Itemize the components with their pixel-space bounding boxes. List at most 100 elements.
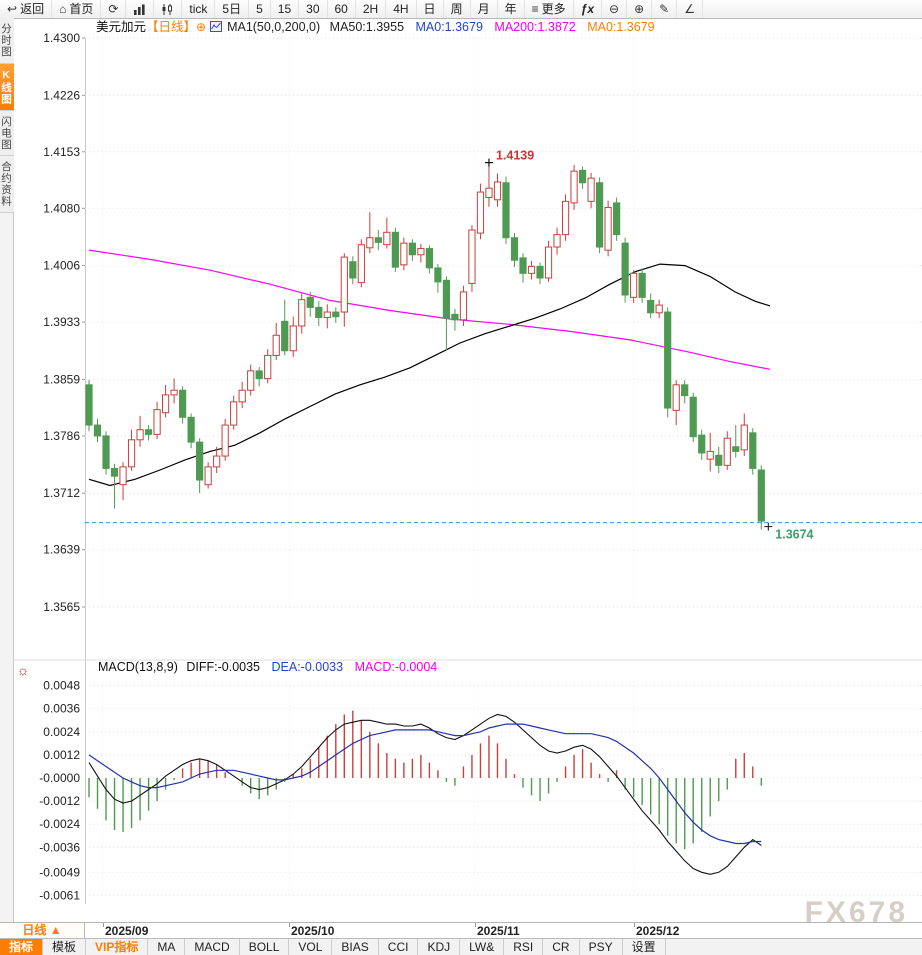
candle-42 (442, 276, 451, 350)
candle-71 (689, 392, 697, 443)
macd-tick--0.0061: -0.0061 (39, 888, 80, 902)
candle-29 (332, 307, 340, 323)
candle-58 (578, 166, 587, 189)
price-tick-1.4226: 1.4226 (43, 88, 80, 102)
indicator-tab-LW&[interactable]: LW& (460, 939, 505, 955)
candle-36 (391, 227, 399, 272)
macd-settings-label: MACD(13,8,9) (98, 660, 178, 674)
toolbar-首页-button[interactable]: ⌂ 首页 (52, 0, 102, 18)
toolbar-更多-button[interactable]: ≡ 更多 (525, 0, 574, 18)
toolbar-angle-icon[interactable]: ∠ (677, 0, 703, 18)
ma0-orange-value: MA0:1.3679 (587, 20, 655, 34)
sidebar-tab-K线图[interactable]: K线图 (0, 63, 14, 111)
candle-65 (638, 268, 646, 303)
toolbar-pencil-icon[interactable]: ✎ (652, 0, 678, 18)
toolbar-bar-chart-icon[interactable] (126, 0, 155, 18)
candle-49 (502, 176, 510, 244)
period-badge[interactable]: 【日线】 (146, 20, 197, 34)
home-icon: ⌂ (59, 1, 67, 16)
angle-icon: ∠ (684, 1, 695, 16)
sidebar-tab-分时图[interactable]: 分时图 (0, 18, 14, 64)
indicator-tab-VOL[interactable]: VOL (289, 939, 333, 955)
toolbar-日-button[interactable]: 日 (417, 0, 444, 18)
indicator-tab-指标[interactable]: 指标 (0, 939, 44, 955)
indicator-tab-CCI[interactable]: CCI (379, 939, 419, 955)
toolbar-年-button[interactable]: 年 (498, 0, 525, 18)
candle-78 (749, 428, 757, 475)
price-tick-1.3565: 1.3565 (43, 600, 80, 614)
candle-46 (476, 183, 485, 240)
macd-tick-0.0012: 0.0012 (43, 748, 80, 762)
indicator-tab-VIP指标[interactable]: VIP指标 (86, 939, 149, 955)
indicator-tab-设置[interactable]: 设置 (623, 939, 666, 955)
candle-66 (647, 293, 655, 319)
toolbar-candlestick-icon[interactable] (154, 0, 183, 18)
diff-value: DIFF:-0.0035 (186, 660, 261, 674)
candle-27 (315, 301, 323, 326)
candle-11 (179, 386, 187, 424)
zoom-out-icon: ⊖ (609, 1, 620, 16)
candle-30 (340, 253, 348, 327)
candle-56 (561, 194, 570, 241)
toolbar-30-button[interactable]: 30 (299, 0, 328, 18)
candle-79 (757, 465, 765, 530)
candle-34 (374, 229, 382, 251)
add-indicator-icon[interactable]: ⊕ (196, 20, 207, 34)
toolbar-zoom-out-icon[interactable]: ⊖ (602, 0, 628, 18)
candle-23 (281, 299, 289, 356)
zoom-in-icon: ⊕ (634, 1, 645, 16)
toolbar-月-button[interactable]: 月 (471, 0, 498, 18)
indicator-settings-icon[interactable]: ☼ (16, 662, 30, 678)
indicator-tab-模板[interactable]: 模板 (43, 939, 87, 955)
sidebar-tab-合约资料[interactable]: 合约资料 (0, 156, 14, 213)
macd-tick--0.0036: -0.0036 (39, 840, 80, 854)
period-selector[interactable]: 日线 ▲ (0, 923, 85, 939)
x-axis-label-2025/09: 2025/09 (102, 923, 149, 938)
indicator-tab-KDJ[interactable]: KDJ (418, 939, 461, 955)
indicator-tab-CR[interactable]: CR (543, 939, 580, 955)
candle-62 (613, 197, 621, 241)
refresh-icon: ⟳ (108, 1, 119, 16)
indicator-tab-PSY[interactable]: PSY (580, 939, 623, 955)
chart-type-sidebar: 分时图 K线图 闪电图 合约资料 (0, 18, 14, 922)
indicator-tab-MA[interactable]: MA (148, 939, 186, 955)
indicator-tab-BIAS[interactable]: BIAS (332, 939, 379, 955)
indicator-tab-RSI[interactable]: RSI (504, 939, 544, 955)
candle-72 (698, 429, 706, 460)
candle-4 (119, 462, 127, 501)
symbol-name: 美元加元 (96, 20, 147, 34)
price-tick-1.4006: 1.4006 (43, 259, 80, 273)
toolbar-4H-button[interactable]: 4H (386, 0, 417, 18)
toolbar-2H-button[interactable]: 2H (356, 0, 387, 18)
toolbar-15-button[interactable]: 15 (271, 0, 300, 18)
sidebar-tab-闪电图[interactable]: 闪电图 (0, 110, 14, 156)
candle-43 (451, 308, 459, 331)
indicator-tab-BOLL[interactable]: BOLL (240, 939, 290, 955)
ma0-blue-value: MA0:1.3679 (415, 20, 483, 34)
candle-37 (400, 237, 408, 271)
x-axis-label-2025/12: 2025/12 (633, 923, 680, 938)
candle-48 (493, 173, 502, 207)
toolbar-zoom-in-icon[interactable]: ⊕ (627, 0, 653, 18)
mini-chart-icon (209, 21, 222, 32)
candle-60 (596, 177, 604, 254)
candle-64 (630, 270, 638, 303)
main-chart[interactable]: 1.4300 1.4226 1.4153 1.4080 1.4006 1.3933 1.38… (14, 18, 922, 922)
candle-40 (425, 245, 433, 274)
candle-45 (468, 225, 476, 292)
back-arrow-icon: ↩ (7, 1, 18, 16)
candle-31 (349, 256, 357, 285)
toolbar-60-button[interactable]: 60 (328, 0, 356, 18)
toolbar-tick-button[interactable]: tick (182, 0, 216, 18)
toolbar-返回-button[interactable]: ↩ 返回 (0, 0, 53, 18)
toolbar-ƒx-button[interactable]: ƒx (574, 0, 602, 18)
toolbar-周-button[interactable]: 周 (444, 0, 471, 18)
candle-63 (621, 237, 629, 303)
toolbar-5日-button[interactable]: 5日 (215, 0, 250, 18)
candle-39 (417, 243, 425, 263)
price-tick-1.3859: 1.3859 (43, 372, 80, 386)
indicator-tab-MACD[interactable]: MACD (185, 939, 240, 955)
candle-61 (604, 200, 612, 257)
toolbar-refresh-icon[interactable]: ⟳ (101, 0, 127, 18)
toolbar-5-button[interactable]: 5 (249, 0, 271, 18)
